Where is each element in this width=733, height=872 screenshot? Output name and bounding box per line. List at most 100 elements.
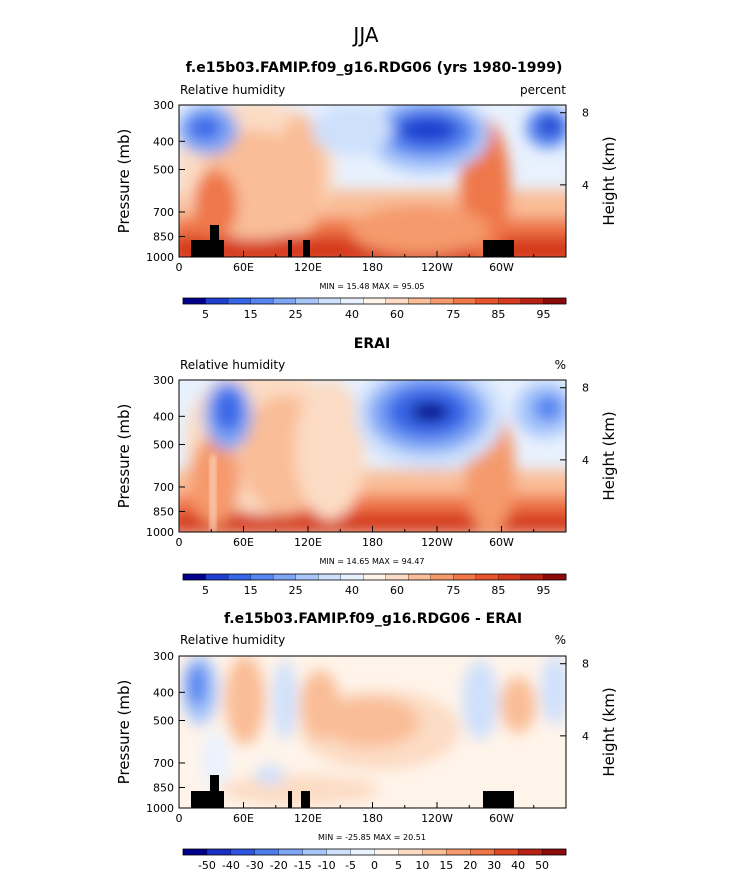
x-tick-label: 60W	[489, 261, 514, 274]
y-tick-label: 1000	[146, 251, 174, 264]
field-model	[179, 105, 566, 257]
colorbar-swatch	[206, 848, 232, 856]
colorbar-swatch	[430, 297, 454, 305]
colorbar-label: -5	[345, 859, 356, 872]
colorbar-label: -20	[270, 859, 288, 872]
colorbar-swatch	[254, 848, 280, 856]
y-tick-label: 850	[153, 505, 174, 518]
colorbar-swatch	[278, 848, 304, 856]
right-label: %	[555, 358, 566, 372]
right-label: percent	[520, 83, 566, 97]
y-tick-label: 850	[153, 781, 174, 794]
y-axis-label: Pressure (mb)	[115, 680, 133, 785]
colorbar-label: 50	[535, 859, 549, 872]
colorbar-label: 30	[487, 859, 501, 872]
y-tick-label: 500	[153, 163, 174, 176]
colorbar-label: 85	[491, 584, 505, 597]
colorbar-label: 15	[439, 859, 453, 872]
colorbar-label: 5	[395, 859, 402, 872]
colorbar-swatch	[295, 297, 319, 305]
colorbar-swatch	[318, 297, 342, 305]
x-tick-label: 120W	[421, 812, 453, 825]
panel-diff: f.e15b03.FAMIP.f09_g16.RDG06 - ERAI Rela…	[115, 611, 618, 872]
colorbar-label: -10	[318, 859, 336, 872]
colorbar-swatch	[498, 573, 522, 581]
y-axis-label: Pressure (mb)	[115, 129, 133, 234]
colorbar-swatch	[205, 573, 229, 581]
colorbar-label: 40	[345, 584, 359, 597]
y-tick-label: 300	[153, 99, 174, 112]
x-tick-label: 180	[362, 812, 383, 825]
colorbar-label: 10	[415, 859, 429, 872]
colorbar-swatch	[350, 848, 375, 856]
colorbar-swatch	[363, 573, 387, 581]
colorbar-swatch	[182, 297, 206, 305]
colorbar-label: 40	[511, 859, 525, 872]
y-tick-label: 1000	[146, 802, 174, 815]
y-axis-label: Pressure (mb)	[115, 404, 133, 509]
x-tick-label: 120W	[421, 536, 453, 549]
stats-line: MIN = 14.65 MAX = 94.47	[319, 557, 424, 566]
colorbar-swatch	[363, 297, 387, 305]
y-tick-label: 700	[153, 757, 174, 770]
colorbar-swatch	[182, 848, 208, 856]
colorbar-swatch	[408, 573, 432, 581]
colorbar-swatch	[543, 573, 567, 581]
colorbar-label: 0	[371, 859, 378, 872]
colorbar-label: 60	[390, 584, 404, 597]
y-tick-label: 1000	[146, 526, 174, 539]
x-tick-label: 120E	[294, 536, 322, 549]
colorbar-swatch	[227, 297, 252, 305]
field-diff	[179, 656, 566, 808]
y-tick-label: 300	[153, 374, 174, 387]
y-tick-label: 500	[153, 438, 174, 451]
colorbar-swatch	[543, 297, 567, 305]
panel-title: f.e15b03.FAMIP.f09_g16.RDG06 (yrs 1980-1…	[186, 60, 563, 76]
colorbar-label: -40	[222, 859, 240, 872]
colorbar-label: 15	[244, 308, 258, 321]
stats-line: MIN = -25.85 MAX = 20.51	[318, 833, 426, 842]
colorbar-swatch	[326, 848, 352, 856]
x-tick-label: 60E	[233, 812, 254, 825]
colorbar-swatch	[541, 848, 567, 856]
y-tick-label: 700	[153, 481, 174, 494]
colorbar-label: 5	[202, 308, 209, 321]
colorbar-swatch	[227, 573, 252, 581]
colorbar-swatch	[295, 573, 319, 581]
colorbar-swatch	[475, 297, 499, 305]
y2-axis-label: Height (km)	[600, 411, 618, 500]
colorbar-label: 25	[289, 308, 303, 321]
left-label: Relative humidity	[180, 358, 285, 372]
y-tick-label: 300	[153, 650, 174, 663]
y2-axis-label: Height (km)	[600, 136, 618, 225]
colorbar-swatch	[453, 297, 477, 305]
colorbar-swatch	[470, 848, 495, 856]
x-tick-label: 120E	[294, 261, 322, 274]
panel-title: ERAI	[354, 336, 390, 352]
colorbar-label: 95	[536, 308, 550, 321]
colorbar-swatch	[520, 297, 544, 305]
colorbar-label: 75	[446, 584, 460, 597]
colorbar-swatch	[318, 573, 342, 581]
x-tick-label: 60W	[489, 812, 514, 825]
colorbar-label: -15	[294, 859, 312, 872]
colorbar-swatch	[340, 573, 364, 581]
panel-model: f.e15b03.FAMIP.f09_g16.RDG06 (yrs 1980-1…	[115, 60, 618, 321]
y2-tick-label: 8	[582, 382, 589, 395]
colorbar-swatch	[205, 297, 229, 305]
x-tick-label: 60E	[233, 261, 254, 274]
colorbar-swatch	[475, 573, 499, 581]
colorbar-swatch	[430, 573, 454, 581]
colorbar-label: 75	[446, 308, 460, 321]
colorbar-swatch	[498, 297, 522, 305]
colorbar-label: 20	[463, 859, 477, 872]
colorbar-label: 60	[390, 308, 404, 321]
x-tick-label: 60W	[489, 536, 514, 549]
x-tick-label: 0	[176, 536, 183, 549]
y-tick-label: 500	[153, 714, 174, 727]
x-tick-label: 120E	[294, 812, 322, 825]
y2-tick-label: 8	[582, 658, 589, 671]
colorbar-swatch	[374, 848, 399, 856]
colorbar-swatch	[385, 297, 409, 305]
